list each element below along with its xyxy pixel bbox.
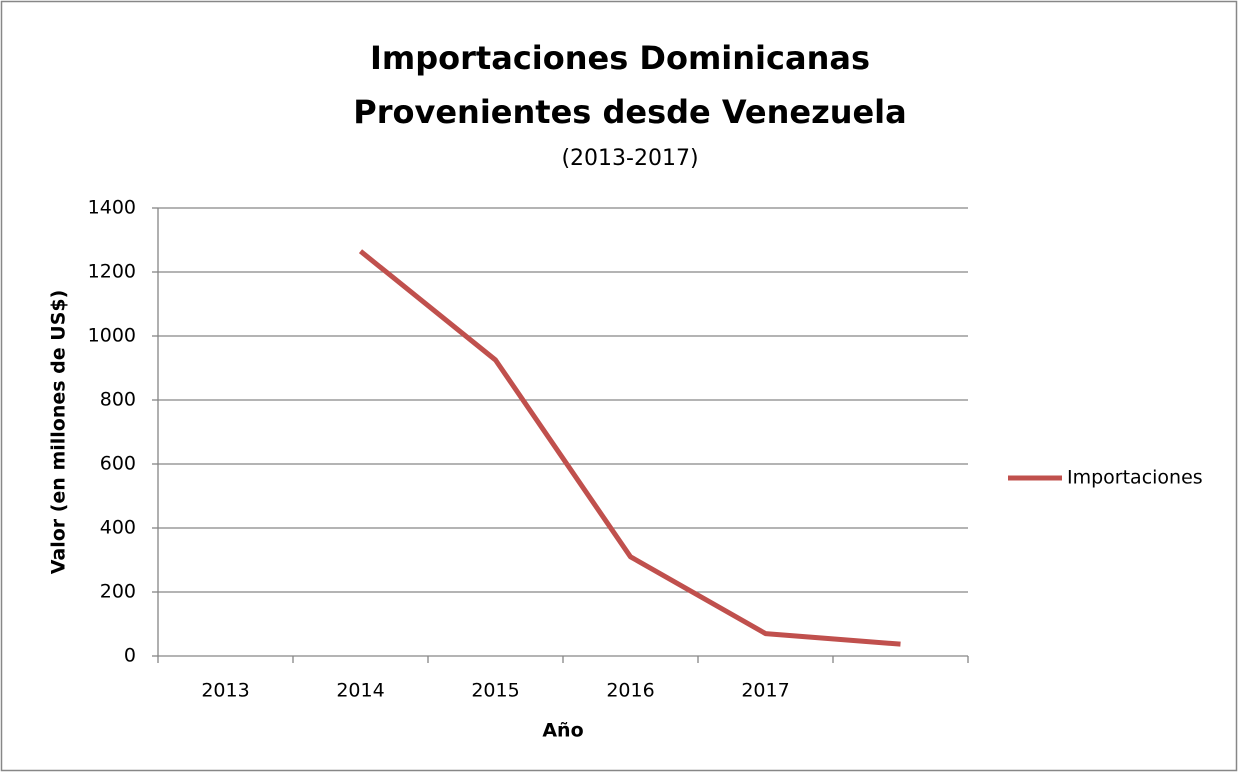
y-tick-label: 600 <box>100 453 136 475</box>
x-tick-label: 2014 <box>336 680 384 702</box>
y-tick-label: 200 <box>100 581 136 603</box>
chart-title: Provenientes desde Venezuela <box>353 93 906 131</box>
chart-title: Importaciones Dominicanas <box>370 39 870 77</box>
y-tick-label: 1200 <box>88 261 136 283</box>
x-tick-label: 2016 <box>606 680 654 702</box>
y-tick-label: 1400 <box>88 197 136 219</box>
x-tick-label: 2015 <box>471 680 519 702</box>
chart-subtitle: (2013-2017) <box>561 146 698 171</box>
y-tick-label: 0 <box>124 645 136 667</box>
legend-label: Importaciones <box>1067 467 1203 489</box>
y-tick-label: 800 <box>100 389 136 411</box>
series-line <box>358 249 901 647</box>
y-tick-label: 1000 <box>88 325 136 347</box>
x-axis-label: Año <box>542 720 583 742</box>
x-tick-label: 2017 <box>741 680 789 702</box>
y-tick-label: 400 <box>100 517 136 539</box>
y-axis-label: Valor (en millones de US$) <box>48 290 70 575</box>
x-tick-label: 2013 <box>201 680 249 702</box>
